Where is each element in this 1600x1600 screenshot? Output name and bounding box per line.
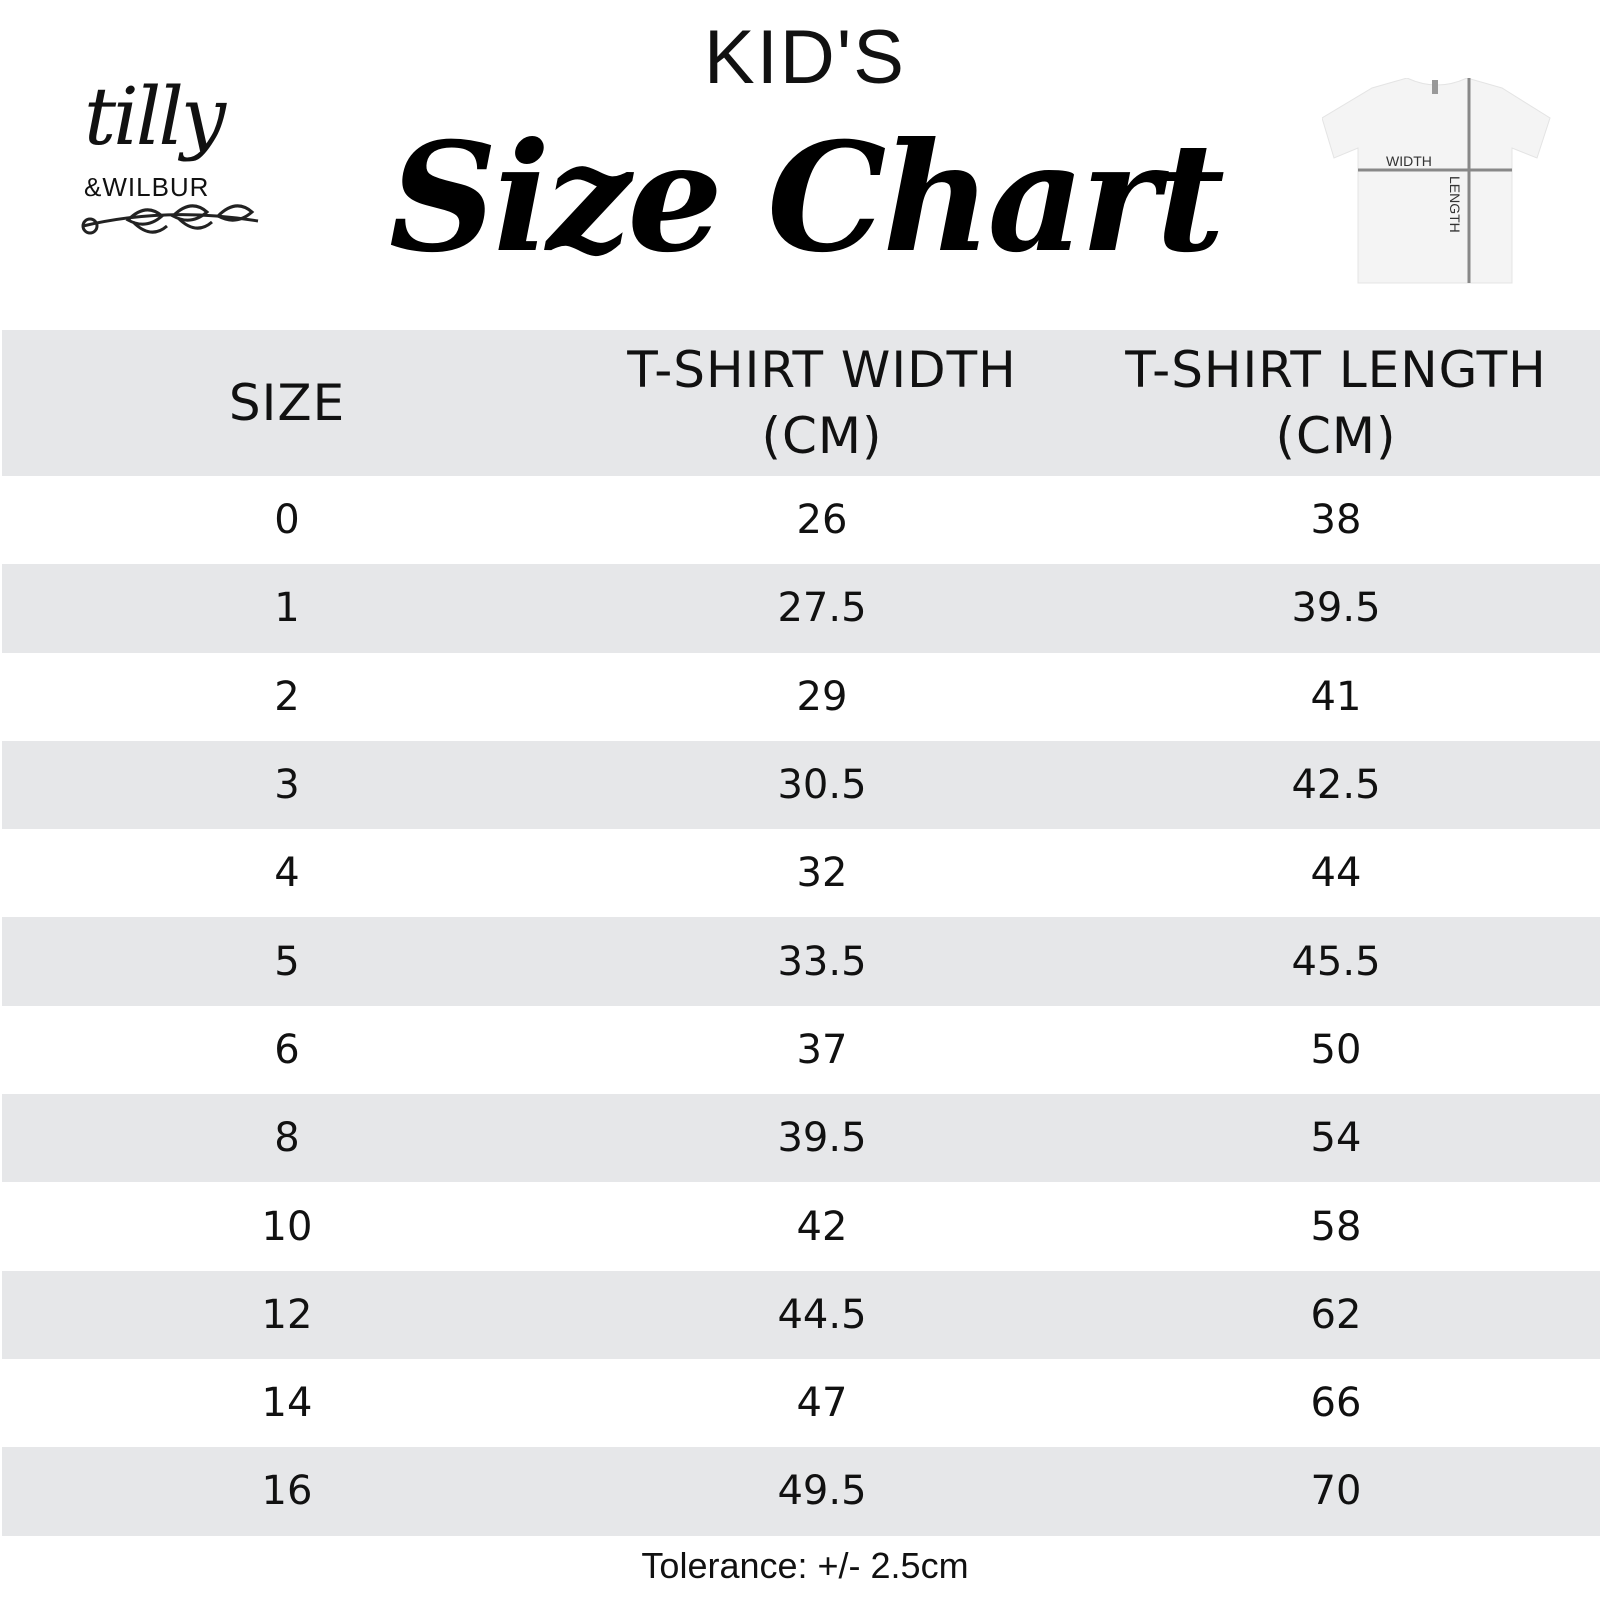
table-row: 8 39.5 54 <box>2 1094 1600 1183</box>
col-length: T-SHIRT LENGTH (CM) <box>1072 330 1600 476</box>
size-cell: 16 <box>2 1447 572 1536</box>
width-cell: 32 <box>796 850 848 897</box>
size-cell: 6 <box>274 1026 300 1073</box>
width-cell: 29 <box>796 673 848 720</box>
width-cell: 33.5 <box>572 917 1072 1006</box>
table-row: 12 44.5 62 <box>2 1270 1600 1359</box>
size-cell: 0 <box>274 497 300 544</box>
logo-text: tilly <box>84 70 226 163</box>
logo-subtext: &WILBUR <box>84 172 210 202</box>
table-row: 4 32 44 <box>2 829 1600 917</box>
table-row: 2 29 41 <box>2 653 1600 741</box>
length-cell: 54 <box>1072 1094 1600 1183</box>
length-cell: 62 <box>1072 1270 1600 1359</box>
width-cell: 26 <box>796 497 848 544</box>
size-cell: 5 <box>2 917 572 1006</box>
size-cell: 3 <box>2 740 572 830</box>
size-cell: 4 <box>274 850 300 897</box>
col-length-label: T-SHIRT LENGTH (CM) <box>1125 341 1547 465</box>
length-cell: 39.5 <box>1072 564 1600 653</box>
col-width-label: T-SHIRT WIDTH (CM) <box>627 341 1017 465</box>
table-header: SIZE T-SHIRT WIDTH (CM) T-SHIRT LENGTH (… <box>2 330 1600 476</box>
length-cell: 50 <box>1310 1026 1362 1073</box>
tolerance-note: Tolerance: +/- 2.5cm <box>641 1545 969 1586</box>
length-label: LENGTH <box>1447 176 1463 233</box>
size-cell: 8 <box>2 1094 572 1183</box>
length-cell: 41 <box>1310 673 1362 720</box>
width-cell: 37 <box>796 1026 848 1073</box>
table-row: 5 33.5 45.5 <box>2 917 1600 1006</box>
table-row: 0 26 38 <box>2 476 1600 564</box>
table-row: 16 49.5 70 <box>2 1447 1600 1536</box>
length-cell: 44 <box>1310 850 1362 897</box>
tshirt-measurement-diagram: WIDTH LENGTH <box>1322 78 1551 284</box>
size-cell: 12 <box>2 1270 572 1359</box>
width-cell: 47 <box>796 1380 848 1427</box>
width-cell: 39.5 <box>572 1094 1072 1183</box>
kicker-text: KID'S <box>704 15 906 100</box>
length-cell: 66 <box>1310 1380 1362 1427</box>
length-cell: 38 <box>1310 497 1362 544</box>
length-cell: 45.5 <box>1072 917 1600 1006</box>
table-row: 10 42 58 <box>2 1182 1600 1270</box>
table-row: 3 30.5 42.5 <box>2 740 1600 830</box>
length-cell: 58 <box>1310 1203 1362 1250</box>
col-width: T-SHIRT WIDTH (CM) <box>572 330 1072 476</box>
size-cell: 14 <box>261 1380 313 1427</box>
size-cell: 1 <box>2 564 572 653</box>
col-size: SIZE <box>2 330 572 476</box>
table-row: 14 47 66 <box>2 1359 1600 1447</box>
table-row: 6 37 50 <box>2 1006 1600 1094</box>
size-cell: 2 <box>274 673 300 720</box>
width-cell: 30.5 <box>572 740 1072 830</box>
width-cell: 44.5 <box>572 1270 1072 1359</box>
length-cell: 42.5 <box>1072 740 1600 830</box>
size-table: SIZE T-SHIRT WIDTH (CM) T-SHIRT LENGTH (… <box>2 330 1600 1536</box>
width-cell: 42 <box>796 1203 848 1250</box>
size-cell: 10 <box>261 1203 313 1250</box>
brand-logo: tilly &WILBUR <box>78 70 268 258</box>
table-row: 1 27.5 39.5 <box>2 564 1600 653</box>
length-cell: 70 <box>1072 1447 1600 1536</box>
leaf-branch-icon <box>81 204 259 235</box>
width-cell: 27.5 <box>572 564 1072 653</box>
page-title: Size Chart <box>388 110 1225 286</box>
width-cell: 49.5 <box>572 1447 1072 1536</box>
width-label: WIDTH <box>1386 153 1432 169</box>
